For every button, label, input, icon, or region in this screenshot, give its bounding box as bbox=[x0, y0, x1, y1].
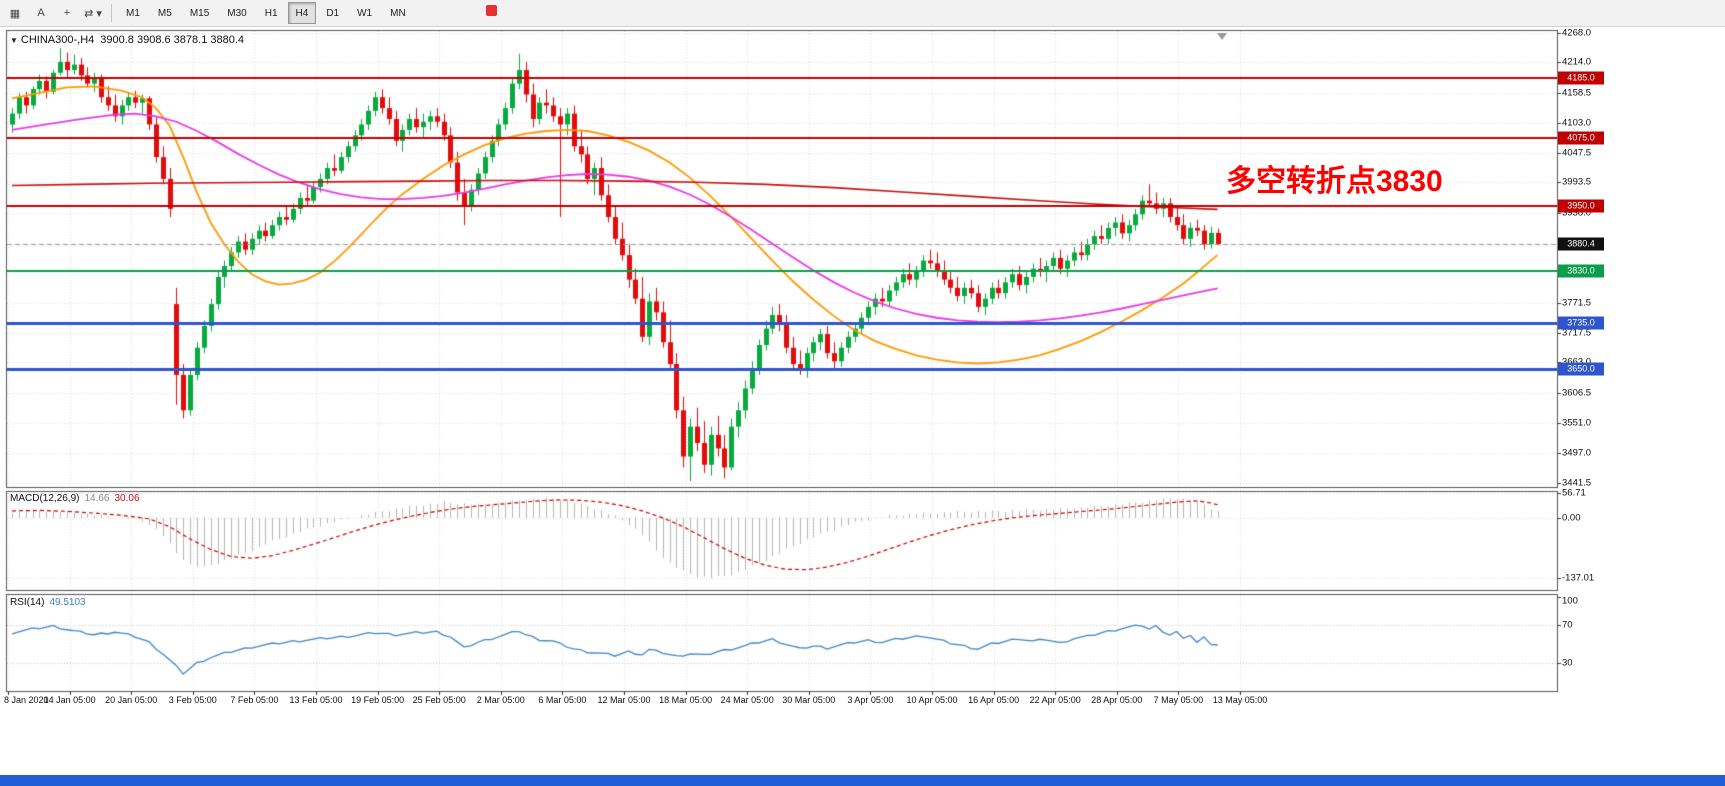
toolbar-separator bbox=[111, 4, 112, 22]
timeframe-button-m30[interactable]: M30 bbox=[227, 7, 247, 19]
toolbar: ▦ A + ⇄ ▾ M1 M5 M15 M30 H1 H4 D1 W1 MN bbox=[0, 0, 1725, 27]
alert-indicator-icon[interactable] bbox=[486, 5, 497, 16]
toolbar-tools-group: ▦ A + ⇄ ▾ bbox=[2, 2, 106, 25]
shapes-dropdown-button[interactable]: ⇄ ▾ bbox=[84, 7, 102, 20]
timeframe-button-mn[interactable]: MN bbox=[390, 7, 406, 19]
chart-grid-icon[interactable]: ▦ bbox=[9, 7, 21, 20]
timeframe-button-m5[interactable]: M5 bbox=[157, 7, 172, 19]
timeframe-button-d1[interactable]: D1 bbox=[326, 7, 340, 19]
timeframe-button-h4[interactable]: H4 bbox=[287, 2, 317, 24]
timeframe-buttons-group: M1 M5 M15 M30 H1 H4 D1 W1 MN bbox=[117, 2, 415, 24]
taskbar bbox=[0, 775, 1725, 786]
timeframe-button-h1[interactable]: H1 bbox=[264, 7, 278, 19]
crosshair-tool-button[interactable]: + bbox=[63, 7, 71, 19]
timeframe-button-w1[interactable]: W1 bbox=[357, 7, 373, 19]
timeframe-button-m15[interactable]: M15 bbox=[189, 7, 210, 19]
text-tool-button[interactable]: A bbox=[37, 7, 45, 19]
timeframe-button-m1[interactable]: M1 bbox=[126, 7, 140, 19]
